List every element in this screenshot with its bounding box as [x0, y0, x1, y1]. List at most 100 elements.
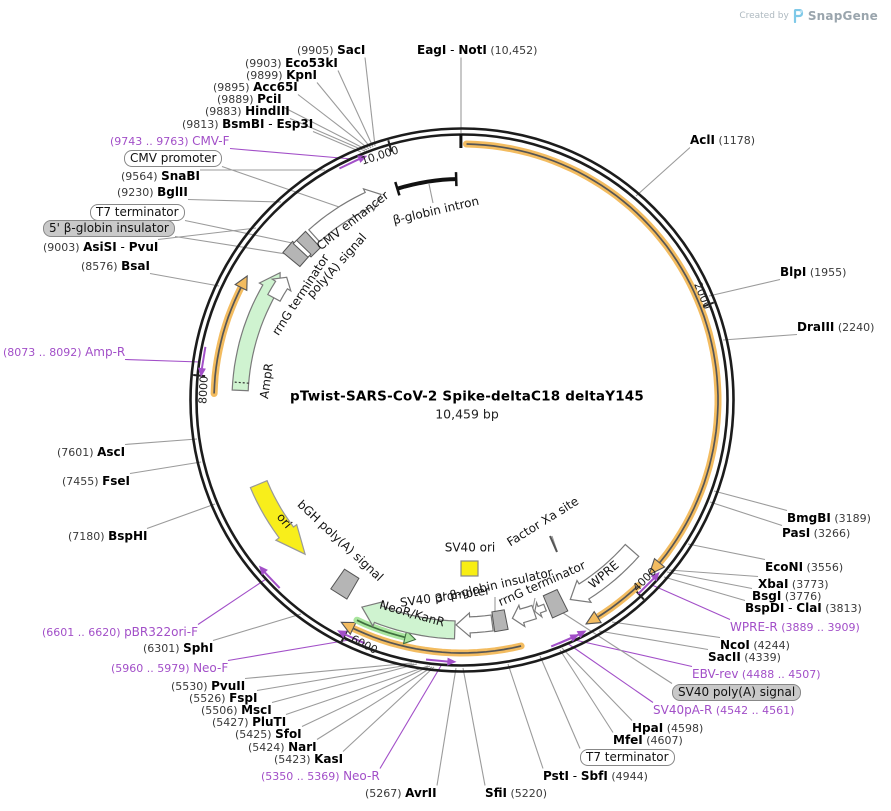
pointer-line [342, 666, 435, 752]
pointer-line [146, 503, 216, 530]
feature-shapes-layer [210, 140, 722, 657]
pointer-line [316, 82, 372, 149]
snapgene-brand-text: SnapGene [807, 9, 878, 23]
primer-arrowhead-pBR322ori-F [259, 565, 268, 576]
pointer-line [281, 106, 368, 151]
pointer-line [157, 227, 257, 241]
ampr-dashed-boundary [232, 381, 249, 384]
primer-arrowhead-WPRE-R [650, 571, 660, 582]
beta-globin-intron-arc [396, 177, 457, 191]
pointer-line [316, 666, 433, 740]
pointer-line [436, 667, 457, 786]
pointer-line [244, 662, 413, 680]
pointer-line [129, 461, 202, 475]
amp-orf-arc-core [213, 287, 242, 394]
pointer-line [337, 70, 374, 148]
factor-xa-site-tick [549, 535, 558, 553]
pointer-line [666, 571, 753, 590]
pointer-line [663, 576, 746, 602]
snapgene-watermark: Created by SnapGene [739, 9, 878, 23]
pointer-line [611, 621, 721, 639]
pointer-line [184, 219, 298, 245]
pointer-line [379, 663, 443, 769]
orf2-arc-core [597, 585, 639, 618]
pointer-line [722, 333, 798, 341]
primer-arrowhead-Neo-F [337, 630, 347, 639]
pointer-line [598, 630, 709, 651]
pointer-line [301, 665, 431, 727]
pointer-line [124, 358, 201, 363]
sv40-promoter-arrow [455, 611, 494, 639]
snapgene-logo-icon [793, 9, 803, 23]
pointer-line [687, 543, 766, 561]
pointer-line [635, 147, 691, 197]
primer-arrow-Neo-F [343, 633, 366, 645]
pointer-lines-layer [124, 57, 798, 786]
pointer-line [221, 165, 343, 209]
spike-orf-arc-arrowhead [648, 557, 666, 576]
pointer-line [651, 584, 731, 621]
pointer-line [507, 663, 544, 769]
rrng-terminator-top-arrow [266, 276, 292, 303]
white-feature-sliver [292, 239, 312, 258]
pointer-line [532, 597, 536, 609]
created-by-text: Created by [739, 11, 789, 21]
primer-arrowhead-Amp-R [198, 367, 206, 378]
primer-arrow-pBR322ori-F [263, 571, 281, 589]
primer-arrow-Neo-R [425, 658, 449, 663]
primer-arrow-WPRE-R [637, 577, 655, 595]
pointer-line [566, 642, 654, 703]
wpre-arrow [569, 543, 640, 604]
sv40-ori-box [460, 560, 479, 577]
pointer-line [187, 198, 282, 203]
pointer-line [428, 183, 434, 204]
pointer-line [149, 272, 220, 287]
rrng-terminator-bottom-arrow2 [534, 600, 548, 619]
rrng-terminator-bottom-arrow [511, 603, 538, 628]
three-insulator-box [491, 609, 509, 633]
neor-kanr-arrow [360, 601, 456, 640]
primer-markers-layer [198, 155, 660, 666]
amp-orf-arc-arrowhead [234, 274, 248, 292]
primer-arrow-CMV-F [338, 157, 361, 170]
primer-arrowhead-CMV-F [357, 155, 368, 163]
pointer-line [462, 667, 486, 786]
primer-arrow-Amp-R [200, 346, 207, 370]
pointer-line [709, 501, 783, 527]
pointer-line [227, 639, 350, 662]
ori-arrow [249, 479, 307, 556]
pointer-line [174, 235, 306, 258]
scale-tick [193, 374, 206, 378]
primer-arrowhead-Neo-R [447, 657, 457, 666]
orf3-arc-arrowhead [340, 621, 357, 636]
scale-tick [702, 301, 715, 308]
pointer-line [124, 438, 198, 446]
green-orf-arc-arrowhead [402, 629, 417, 645]
green-orf-arc-core [356, 619, 406, 639]
pointer-line [285, 665, 429, 716]
scale-tick [387, 140, 393, 153]
pointer-line [539, 655, 581, 749]
scale-tick [340, 630, 348, 643]
pointer-line [559, 649, 614, 733]
pointer-line [289, 117, 366, 152]
plasmid-inner-ring [195, 133, 729, 667]
pointer-line [256, 663, 415, 692]
pointer-line [312, 130, 362, 153]
orf3-arc-core [352, 627, 522, 654]
pointer-line [364, 57, 376, 147]
primer-arrowhead-SV40pA-R [569, 634, 580, 642]
pointer-line [212, 613, 302, 642]
beta-globin-intron-endbar [394, 181, 401, 196]
bgh-polya-box [330, 568, 360, 600]
spike-orf-arc-core [466, 143, 719, 564]
pointer-line [561, 647, 633, 721]
scale-tick [635, 590, 645, 601]
spike-orf-arc-halo [463, 140, 722, 567]
orf2-arc-arrowhead [585, 610, 603, 625]
pointer-line [562, 612, 673, 684]
primer-arrowhead-EBV-rev [576, 630, 587, 639]
pointer-line [271, 663, 418, 704]
